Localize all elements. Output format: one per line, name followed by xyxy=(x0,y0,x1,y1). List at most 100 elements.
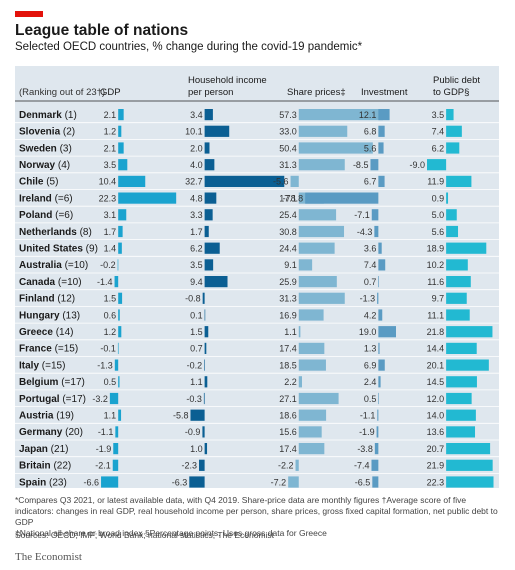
value-label-gdp: -3.2 xyxy=(92,394,108,404)
bar-income xyxy=(204,276,228,288)
bar-debt xyxy=(446,359,489,371)
value-label-investment: -7.1 xyxy=(354,210,370,220)
value-label-shares: 2.2 xyxy=(284,377,297,387)
bar-shares xyxy=(298,309,324,321)
bar-shares xyxy=(298,242,335,254)
bar-gdp xyxy=(118,159,128,171)
country-label: Germany (20) xyxy=(19,427,83,438)
country-name: Portugal xyxy=(19,394,60,405)
value-label-gdp: 1.5 xyxy=(104,294,117,304)
country-rank: (=6) xyxy=(52,193,73,204)
column-header-debt: to GDP§ xyxy=(433,87,469,98)
value-label-shares: 1.1 xyxy=(284,327,297,337)
country-rank: (1) xyxy=(62,110,77,121)
bar-shares xyxy=(298,359,326,371)
bar-debt xyxy=(446,409,476,421)
country-name: Norway xyxy=(19,160,56,171)
bar-investment xyxy=(378,359,385,371)
value-label-shares: 25.4 xyxy=(279,210,297,220)
value-label-investment: 7.4 xyxy=(364,260,377,270)
country-name: Slovenia xyxy=(19,127,61,138)
country-name: Britain xyxy=(19,461,51,472)
country-label: Canada (=10) xyxy=(19,277,82,288)
bar-debt xyxy=(446,276,471,288)
bar-income xyxy=(203,392,205,405)
bar-income xyxy=(204,109,213,121)
value-label-gdp: 10.4 xyxy=(99,177,117,187)
value-label-investment: -1.1 xyxy=(360,410,376,420)
country-label: Finland (12) xyxy=(19,294,75,305)
bar-debt xyxy=(427,159,447,171)
country-label: United States (9) xyxy=(19,243,98,254)
value-label-debt: 11.9 xyxy=(427,177,444,187)
value-label-investment: -8.5 xyxy=(353,160,369,170)
bar-investment xyxy=(372,476,379,488)
country-label: Ireland (=6) xyxy=(19,193,73,204)
footnote-2: ‡National all-share or broad index §Perc… xyxy=(15,528,327,538)
country-rank: (2) xyxy=(60,127,75,138)
country-name: Austria xyxy=(19,410,54,421)
country-label: Italy (=15) xyxy=(19,360,65,371)
bar-shares xyxy=(298,125,348,137)
bar-gdp xyxy=(118,209,127,221)
value-label-shares: 25.9 xyxy=(279,277,297,287)
bar-debt xyxy=(446,192,449,204)
bar-shares xyxy=(298,376,302,388)
country-label: Britain (22) xyxy=(19,461,71,472)
bar-income xyxy=(202,426,205,438)
value-label-gdp: 3.1 xyxy=(104,210,117,220)
value-label-gdp: -2.1 xyxy=(95,461,111,471)
country-rank: (9) xyxy=(83,243,98,254)
bar-investment xyxy=(378,392,379,405)
value-label-debt: 21.8 xyxy=(427,327,445,337)
value-label-investment: 5.6 xyxy=(364,143,377,153)
bar-shares xyxy=(298,443,325,455)
value-label-shares: 15.6 xyxy=(279,427,297,437)
value-label-shares: 17.4 xyxy=(279,344,297,354)
value-label-debt: 11.6 xyxy=(427,277,444,287)
value-label-debt: 5.0 xyxy=(432,210,445,220)
column-header-gdp: GDP xyxy=(100,87,121,98)
bar-income xyxy=(204,376,208,388)
bar-shares xyxy=(298,409,327,421)
value-label-investment: 6.9 xyxy=(364,360,377,370)
value-label-income: -6.3 xyxy=(172,477,188,487)
country-name: Hungary xyxy=(19,310,60,321)
bar-shares xyxy=(288,476,299,488)
country-rank: (5) xyxy=(43,177,58,188)
brand-name: The Economist xyxy=(15,551,82,563)
value-label-investment: 0.7 xyxy=(364,277,377,287)
bar-gdp xyxy=(114,276,119,288)
bar-debt xyxy=(446,426,476,438)
country-name: Chile xyxy=(19,177,44,188)
bar-investment xyxy=(377,409,379,421)
value-label-gdp: 3.5 xyxy=(104,160,117,170)
country-rank: (=6) xyxy=(52,210,73,221)
value-label-shares: 16.9 xyxy=(279,310,297,320)
value-label-investment: -78.8 xyxy=(283,193,304,203)
value-label-debt: 0.9 xyxy=(432,193,445,203)
country-name: United States xyxy=(19,243,83,254)
bar-gdp xyxy=(118,409,122,421)
bar-investment xyxy=(378,175,385,187)
country-label: Greece (14) xyxy=(19,327,73,338)
country-name: Sweden xyxy=(19,143,57,154)
value-label-investment: 2.4 xyxy=(364,377,377,387)
column-header-shares: Share prices‡ xyxy=(287,87,346,98)
value-label-debt: 21.9 xyxy=(427,461,445,471)
country-rank: (=17) xyxy=(60,394,86,405)
country-label: Japan (21) xyxy=(19,444,68,455)
bar-investment xyxy=(376,426,379,438)
value-label-debt: 5.6 xyxy=(432,227,445,237)
column-header-debt-line1: Public debt xyxy=(433,75,480,86)
bar-income xyxy=(190,409,205,421)
footnotes: *Compares Q3 2021, or latest available d… xyxy=(15,495,501,539)
value-label-income: 3.5 xyxy=(190,260,203,270)
bar-income xyxy=(204,142,210,154)
value-label-gdp: -0.2 xyxy=(100,260,116,270)
country-name: Netherlands xyxy=(19,227,77,238)
country-name: Poland xyxy=(19,210,52,221)
country-name: Belgium xyxy=(19,377,59,388)
value-label-income: -5.8 xyxy=(173,410,189,420)
country-name: Canada xyxy=(19,277,56,288)
